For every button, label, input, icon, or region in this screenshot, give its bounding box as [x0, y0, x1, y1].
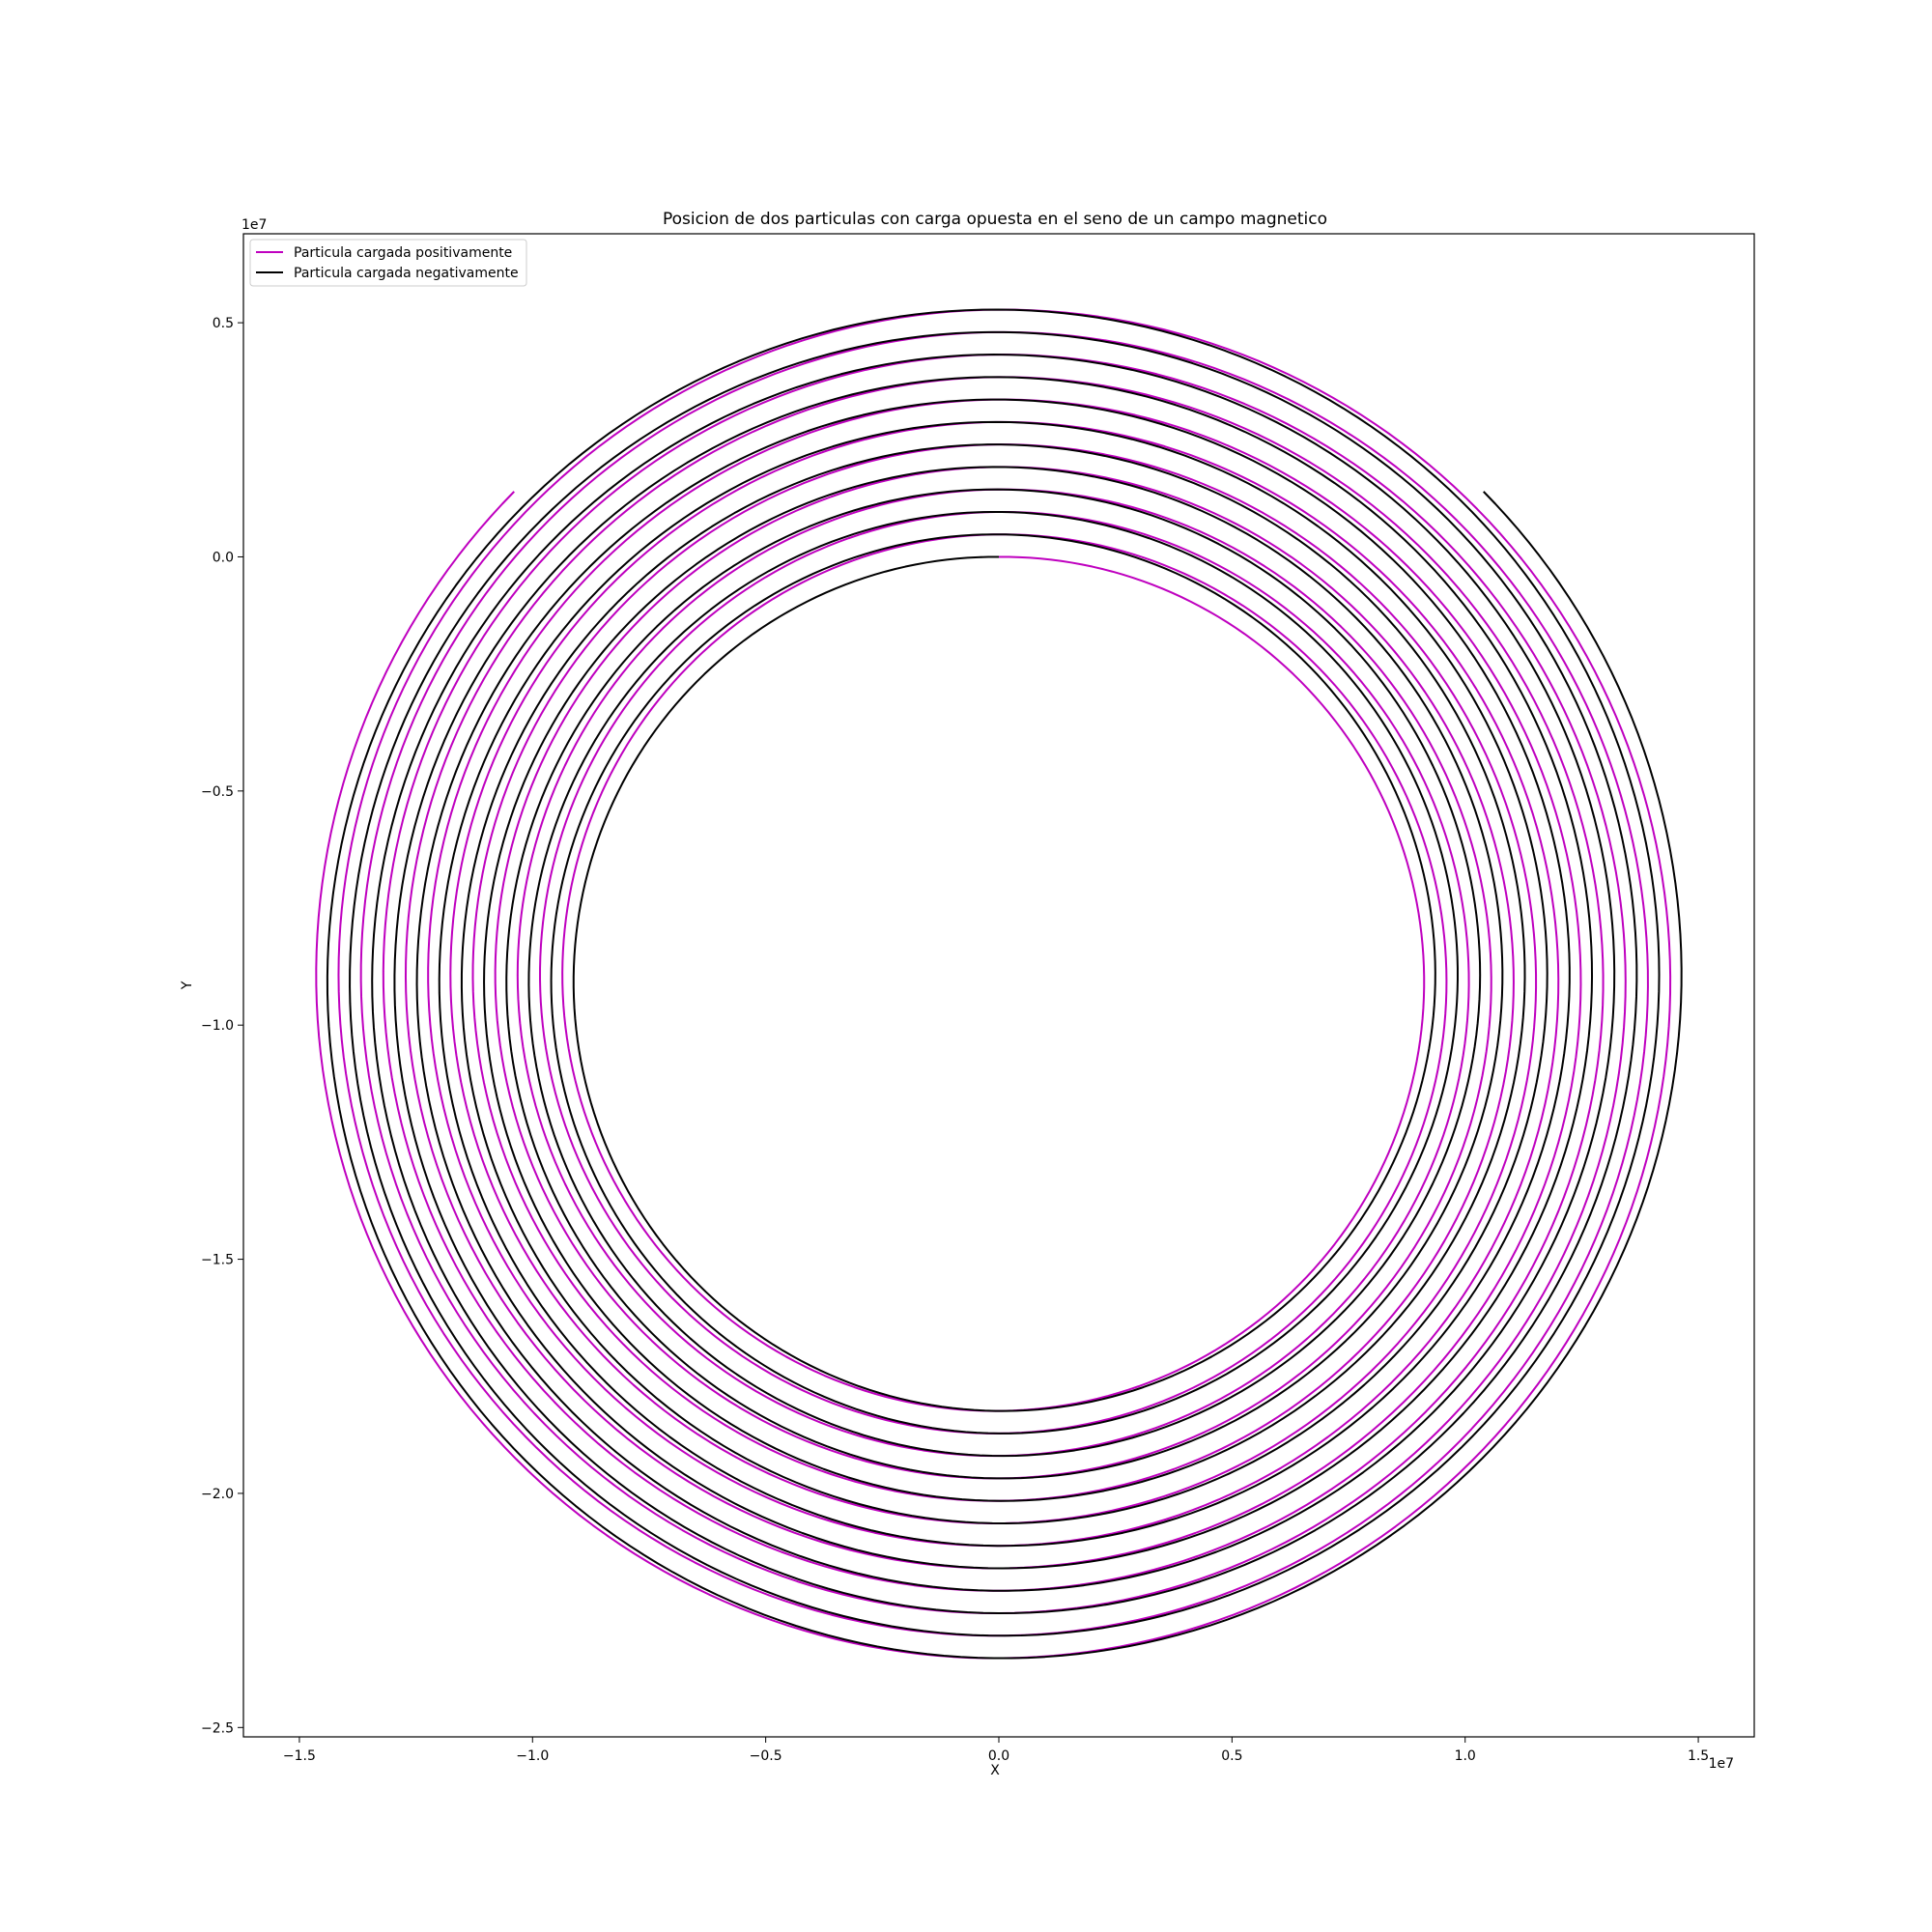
legend-label-negative: Particula cargada negativamente — [294, 266, 519, 281]
y-tick-label: 0.0 — [213, 550, 234, 565]
chart-title: Posicion de dos particulas con carga opu… — [663, 210, 1327, 229]
x-tick-label: 1.5 — [1688, 1748, 1709, 1764]
y-tick-label: −2.5 — [201, 1720, 234, 1736]
x-tick-label: −0.5 — [750, 1748, 782, 1764]
x-tick-label: 1.0 — [1455, 1748, 1476, 1764]
x-axis: −1.5 −1.0 −0.5 0.0 0.5 1.0 1.5 — [283, 1737, 1709, 1764]
y-tick-label: −0.5 — [201, 784, 234, 800]
x-scale-label: 1e7 — [1709, 1756, 1734, 1772]
series-line-negative — [326, 308, 1683, 1660]
y-tick-label: 0.5 — [213, 316, 234, 331]
series-layer — [315, 308, 1683, 1660]
axes-frame — [242, 233, 1755, 1738]
legend-label-positive: Particula cargada positivamente — [294, 245, 512, 261]
legend: Particula cargada positivamente Particul… — [249, 239, 527, 287]
y-axis: 0.5 0.0 −0.5 −1.0 −1.5 −2.0 −2.5 — [201, 316, 243, 1736]
x-tick-label: −1.0 — [516, 1748, 549, 1764]
x-axis-label: X — [990, 1763, 1000, 1778]
y-scale-label: 1e7 — [242, 217, 267, 233]
y-axis-label: Y — [180, 980, 195, 990]
x-tick-label: 0.5 — [1221, 1748, 1242, 1764]
y-tick-label: −1.0 — [201, 1018, 234, 1034]
legend-box — [249, 239, 527, 287]
y-tick-label: −1.5 — [201, 1253, 234, 1268]
y-tick-label: −2.0 — [201, 1487, 234, 1502]
x-tick-label: −1.5 — [283, 1748, 316, 1764]
x-tick-label: 0.0 — [988, 1748, 1009, 1764]
